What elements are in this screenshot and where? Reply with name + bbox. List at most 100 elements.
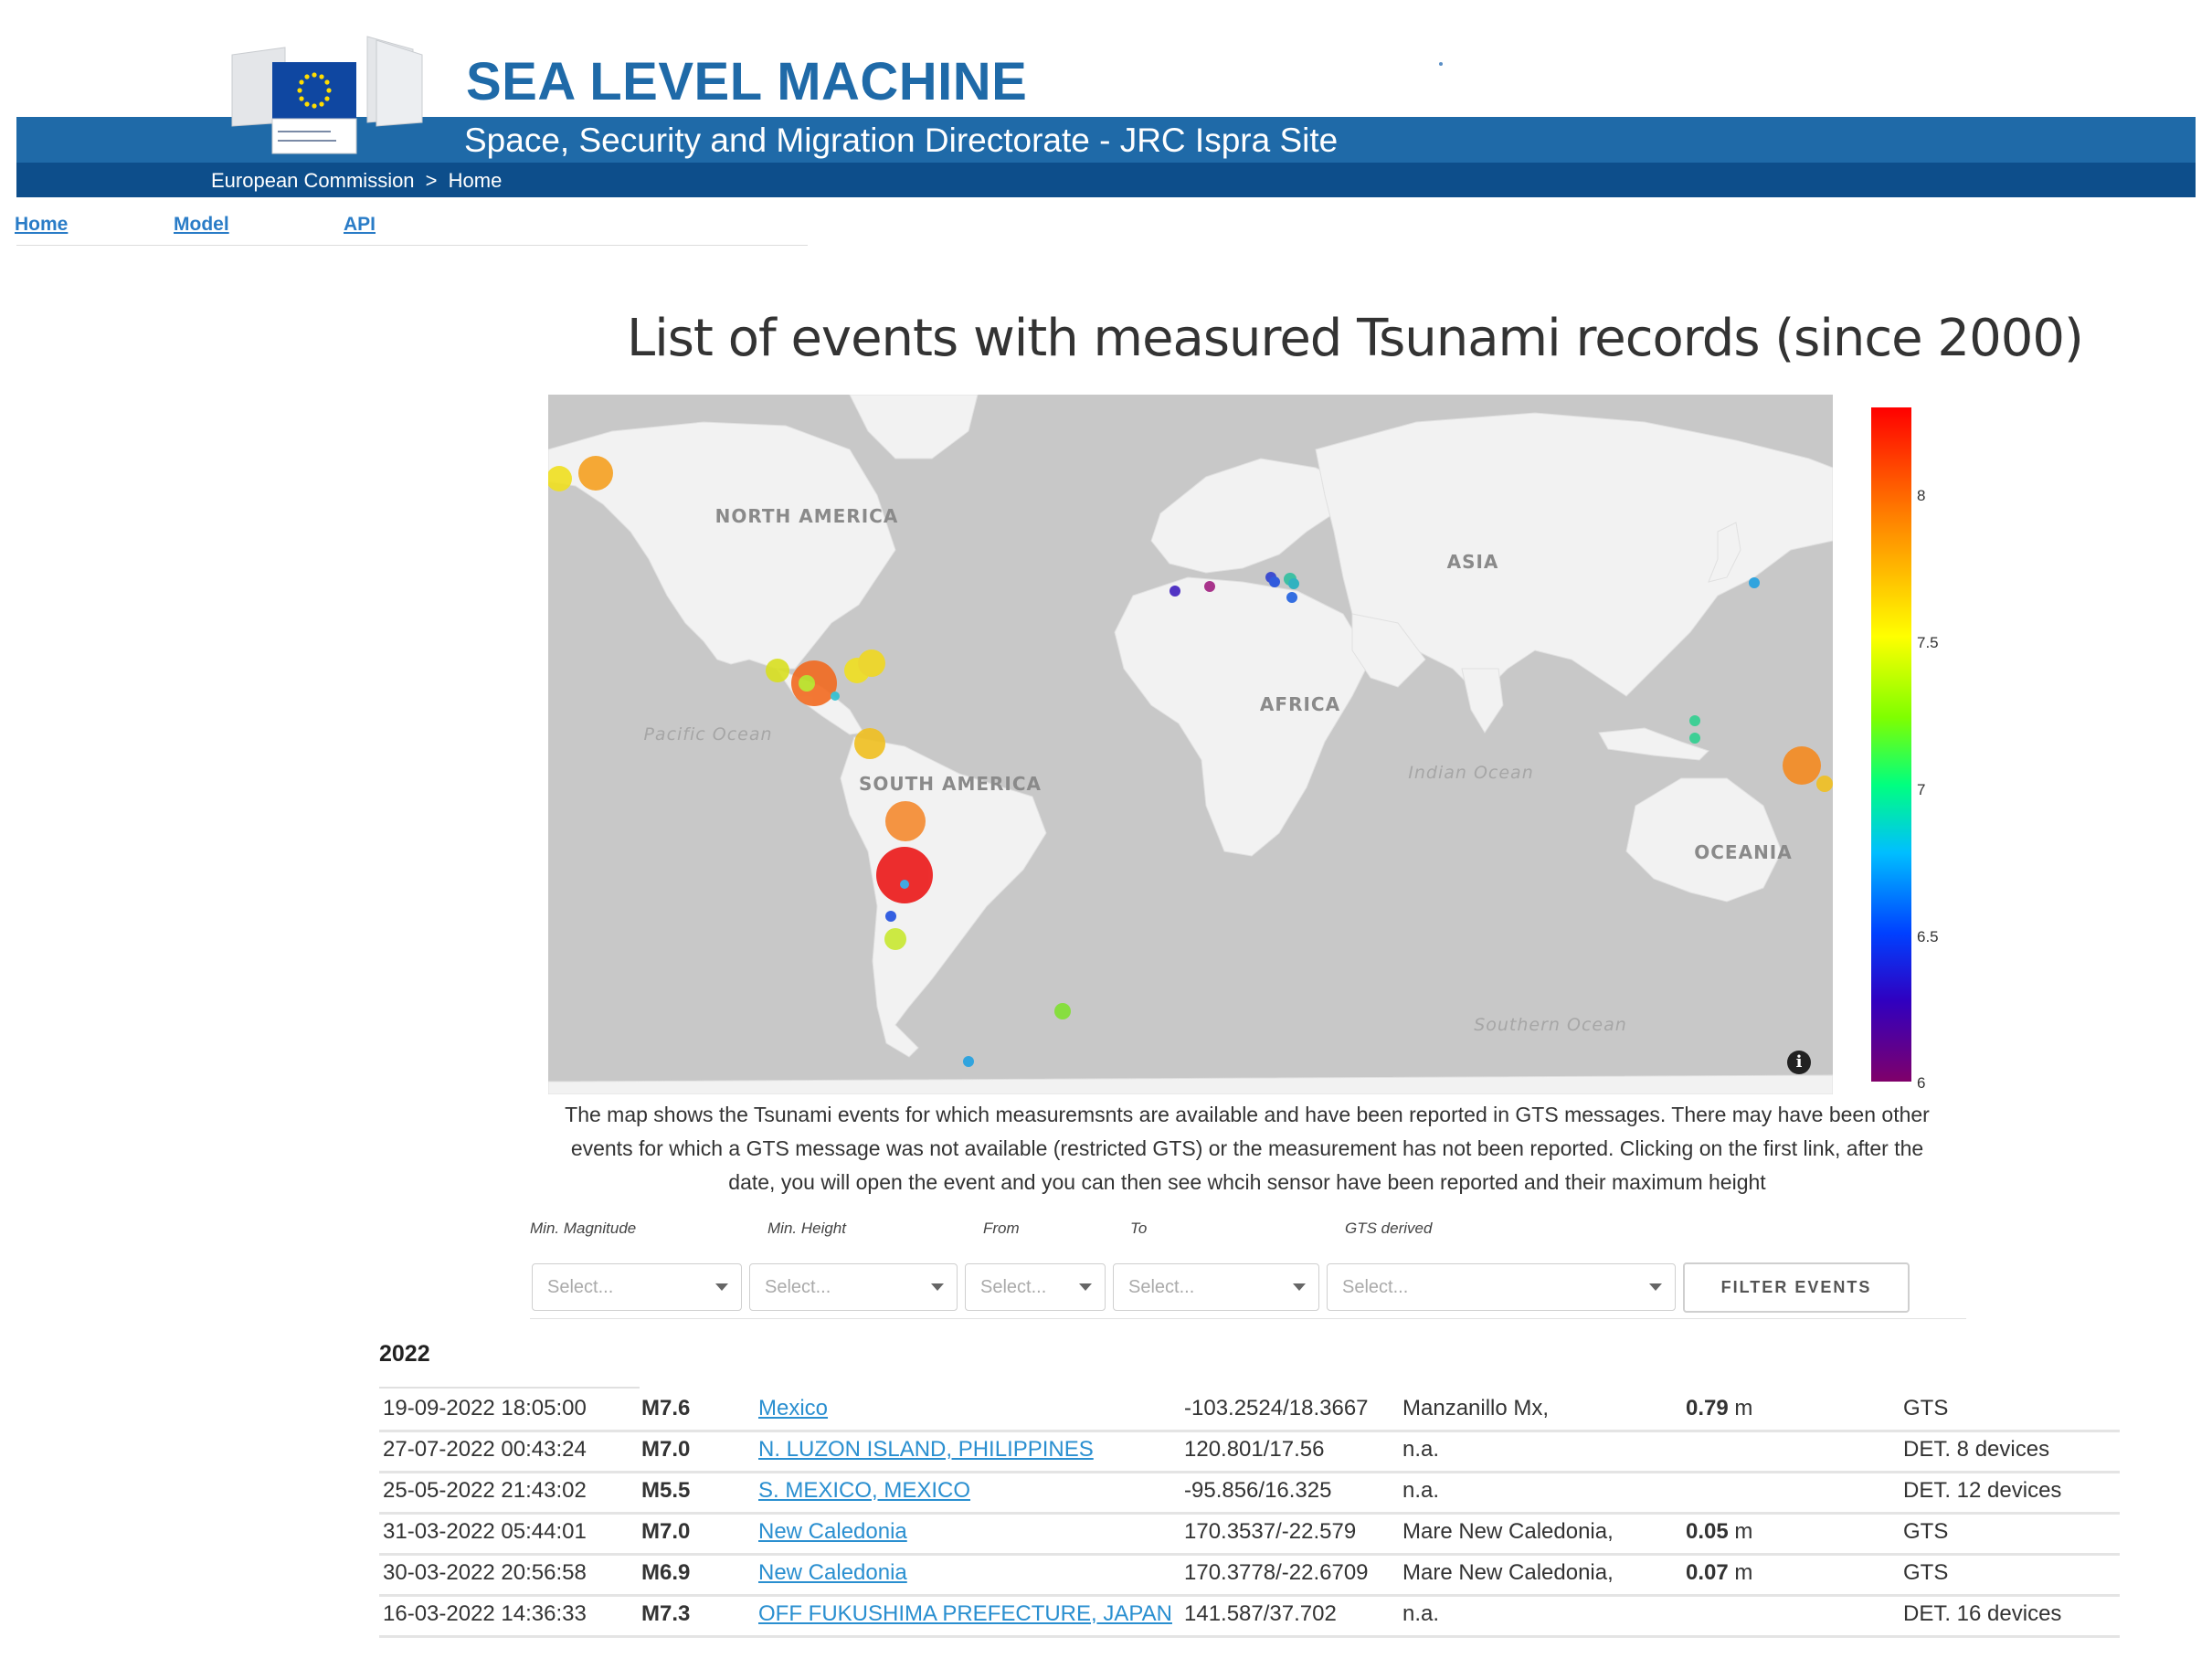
event-location-link[interactable]: New Caledonia xyxy=(758,1519,907,1544)
event-row: 25-05-2022 21:43:02 M5.5 S. MEXICO, MEXI… xyxy=(379,1471,2120,1515)
event-magnitude: M7.6 xyxy=(641,1396,691,1420)
event-height-unit: m xyxy=(1734,1560,1753,1585)
event-source: GTS xyxy=(1903,1519,1949,1544)
nav-link-model[interactable]: Model xyxy=(174,214,229,235)
event-station: n.a. xyxy=(1402,1437,1440,1462)
event-location-link[interactable]: S. MEXICO, MEXICO xyxy=(758,1478,971,1503)
event-location-link[interactable]: Mexico xyxy=(758,1396,829,1420)
from-date-select[interactable]: Select... xyxy=(965,1263,1106,1311)
land-africa xyxy=(1114,576,1371,857)
land-greenland xyxy=(849,395,979,459)
colorbar-tick: 7.5 xyxy=(1917,634,1939,651)
event-marker xyxy=(876,847,933,903)
colorbar-tick: 6.5 xyxy=(1917,928,1939,945)
map-label-pacific-ocean: Pacific Ocean xyxy=(643,724,772,745)
event-date: 16-03-2022 14:36:33 xyxy=(383,1601,587,1626)
event-marker xyxy=(1269,576,1280,587)
land-india xyxy=(1461,668,1504,734)
info-icon[interactable]: i xyxy=(1787,1051,1811,1074)
page-title: List of events with measured Tsunami rec… xyxy=(627,309,2084,368)
event-marker xyxy=(884,928,906,950)
colorbar-tick: 7 xyxy=(1917,781,1926,798)
map-label-indian-ocean: Indian Ocean xyxy=(1408,763,1534,783)
nav-link-home[interactable]: Home xyxy=(15,214,69,235)
min-magnitude-select[interactable]: Select... xyxy=(532,1263,742,1311)
map-label-southern-ocean: Southern Ocean xyxy=(1474,1015,1627,1035)
event-coordinates: 170.3778/-22.6709 xyxy=(1184,1560,1369,1585)
event-coordinates: -95.856/16.325 xyxy=(1184,1478,1332,1503)
nav-divider xyxy=(16,245,808,246)
event-marker xyxy=(1288,578,1299,589)
event-magnitude: M7.0 xyxy=(641,1519,691,1544)
select-placeholder: Select... xyxy=(1342,1277,1409,1297)
select-placeholder: Select... xyxy=(1128,1277,1195,1297)
event-date: 30-03-2022 20:56:58 xyxy=(383,1560,587,1585)
colorbar-tick: 8 xyxy=(1917,487,1926,504)
event-location-link[interactable]: N. LUZON ISLAND, PHILIPPINES xyxy=(758,1437,1094,1462)
event-height: 0.07 m xyxy=(1686,1560,1752,1586)
event-height-value: 0.05 xyxy=(1686,1519,1729,1544)
select-placeholder: Select... xyxy=(765,1277,831,1297)
event-marker xyxy=(1816,776,1833,792)
colorbar-tick: 6 xyxy=(1917,1074,1926,1092)
event-marker xyxy=(1170,586,1180,597)
event-station: n.a. xyxy=(1402,1478,1440,1503)
event-marker xyxy=(1204,581,1215,592)
event-date: 27-07-2022 00:43:24 xyxy=(383,1437,587,1462)
event-row: 16-03-2022 14:36:33 M7.3 OFF FUKUSHIMA P… xyxy=(379,1594,2120,1638)
event-marker xyxy=(858,649,885,677)
event-source: DET. 12 devices xyxy=(1903,1478,2062,1503)
breadcrumb-item-home[interactable]: Home xyxy=(448,169,503,192)
event-marker xyxy=(1286,592,1297,603)
event-magnitude: M7.3 xyxy=(641,1601,691,1626)
tsunami-events-map[interactable]: NORTH AMERICA SOUTH AMERICA ASIA AFRICA … xyxy=(548,395,1833,1094)
land-australia xyxy=(1625,777,1783,903)
event-marker xyxy=(1054,1003,1071,1019)
event-height: 0.05 m xyxy=(1686,1519,1752,1545)
event-coordinates: 141.587/37.702 xyxy=(1184,1601,1337,1626)
breadcrumb-item-european-commission[interactable]: European Commission xyxy=(211,169,415,192)
european-commission-logo[interactable] xyxy=(230,35,431,155)
event-station: Manzanillo Mx, xyxy=(1402,1396,1550,1420)
map-label-asia: ASIA xyxy=(1447,551,1499,573)
event-coordinates: -103.2524/18.3667 xyxy=(1184,1396,1369,1420)
event-row: 19-09-2022 18:05:00 M7.6 Mexico -103.252… xyxy=(379,1389,2120,1432)
chevron-down-icon xyxy=(715,1283,728,1291)
select-placeholder: Select... xyxy=(547,1277,614,1297)
event-station: Mare New Caledonia, xyxy=(1402,1519,1614,1544)
chevron-down-icon xyxy=(1079,1283,1092,1291)
event-marker xyxy=(1783,746,1821,785)
event-marker xyxy=(1689,733,1700,744)
chevron-down-icon xyxy=(931,1283,944,1291)
event-row: 27-07-2022 00:43:24 M7.0 N. LUZON ISLAND… xyxy=(379,1430,2120,1473)
filter-label-min-height: Min. Height xyxy=(767,1220,846,1237)
event-row: 31-03-2022 05:44:01 M7.0 New Caledonia 1… xyxy=(379,1512,2120,1556)
filter-label-to: To xyxy=(1130,1220,1148,1237)
event-location-link[interactable]: New Caledonia xyxy=(758,1560,907,1585)
event-marker xyxy=(1749,577,1760,588)
event-marker xyxy=(885,911,896,922)
event-location-link[interactable]: OFF FUKUSHIMA PREFECTURE, JAPAN xyxy=(758,1601,1172,1626)
event-coordinates: 170.3537/-22.579 xyxy=(1184,1519,1357,1544)
chevron-down-icon xyxy=(1293,1283,1306,1291)
nav-link-api[interactable]: API xyxy=(344,214,376,235)
map-label-south-america: SOUTH AMERICA xyxy=(859,773,1042,795)
site-subtitle: Space, Security and Migration Directorat… xyxy=(464,121,1339,159)
event-marker xyxy=(854,728,885,759)
event-source: DET. 8 devices xyxy=(1903,1437,2050,1462)
event-date: 31-03-2022 05:44:01 xyxy=(383,1519,587,1544)
decorative-dot xyxy=(1439,62,1443,66)
breadcrumb-band xyxy=(16,163,2196,197)
year-divider xyxy=(379,1387,640,1389)
filter-events-button[interactable]: FILTER EVENTS xyxy=(1683,1262,1910,1313)
breadcrumb: European Commission > Home xyxy=(211,169,502,193)
to-date-select[interactable]: Select... xyxy=(1113,1263,1319,1311)
event-magnitude: M5.5 xyxy=(641,1478,691,1503)
land-europe xyxy=(1150,458,1353,574)
map-description: The map shows the Tsunami events for whi… xyxy=(565,1103,1930,1194)
event-marker xyxy=(885,801,926,841)
filter-label-from: From xyxy=(983,1220,1020,1237)
min-height-select[interactable]: Select... xyxy=(749,1263,958,1311)
event-source: DET. 16 devices xyxy=(1903,1601,2062,1626)
gts-derived-select[interactable]: Select... xyxy=(1327,1263,1676,1311)
